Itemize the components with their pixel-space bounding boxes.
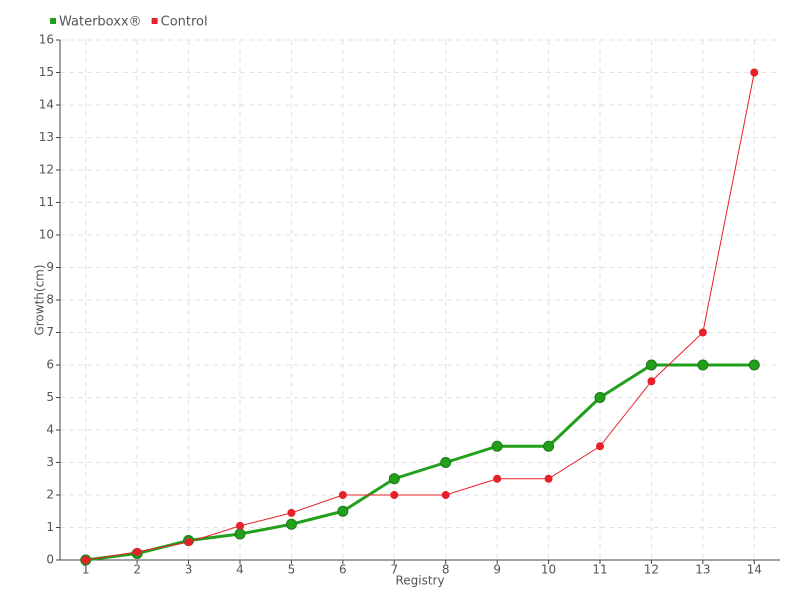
x-tick-label: 3 (185, 563, 193, 577)
x-tick-label: 1 (82, 563, 90, 577)
data-point (596, 442, 604, 451)
x-tick-label: 9 (493, 563, 501, 577)
y-tick-label: 5 (46, 390, 54, 404)
data-point (236, 521, 244, 530)
data-point (698, 328, 707, 337)
y-tick-label: 3 (46, 455, 54, 469)
data-point (441, 491, 450, 499)
y-tick-label: 7 (46, 325, 54, 339)
legend-label: Waterboxx® (59, 15, 142, 30)
y-tick-label: 2 (46, 488, 54, 502)
x-tick-label: 4 (236, 563, 244, 577)
x-tick-label: 12 (644, 563, 659, 577)
y-tick-label: 6 (46, 358, 54, 372)
x-axis-label: Registry (395, 574, 444, 588)
y-tick-label: 10 (39, 228, 54, 242)
y-tick-label: 12 (39, 163, 54, 177)
data-point (544, 474, 553, 483)
data-point (440, 457, 452, 468)
y-tick-label: 15 (39, 65, 54, 79)
data-point (750, 68, 759, 77)
data-point (388, 473, 400, 485)
y-tick-label: 14 (39, 98, 54, 112)
y-tick-label: 4 (46, 423, 54, 437)
y-tick-label: 1 (46, 520, 54, 534)
x-tick-label: 10 (541, 563, 556, 577)
data-point (287, 508, 296, 517)
y-tick-label: 11 (39, 195, 54, 209)
x-tick-label: 5 (288, 563, 296, 577)
y-tick-label: 9 (46, 260, 54, 274)
data-point (645, 359, 657, 371)
legend-label: Control (161, 15, 208, 30)
series-line (85, 72, 755, 561)
x-tick-label: 6 (339, 563, 347, 577)
y-tick-label: 13 (39, 130, 54, 144)
data-point (594, 392, 606, 403)
y-tick-label: 0 (46, 553, 54, 567)
y-tick-label: 16 (39, 33, 54, 47)
data-point (493, 474, 502, 483)
legend-swatch (50, 18, 56, 24)
data-point (285, 518, 297, 530)
data-point (133, 547, 142, 556)
data-point (337, 505, 349, 517)
x-tick-label: 2 (133, 563, 141, 577)
data-point (543, 440, 555, 452)
data-point (81, 556, 90, 564)
data-point (338, 491, 347, 499)
x-tick-label: 8 (442, 563, 450, 577)
x-tick-label: 11 (592, 563, 607, 577)
data-point (748, 359, 760, 371)
x-tick-label: 7 (390, 563, 398, 577)
data-point (390, 491, 399, 499)
data-point (697, 359, 709, 371)
legend-swatch (151, 18, 158, 24)
y-tick-label: 8 (46, 293, 54, 307)
x-tick-label: 14 (747, 563, 762, 577)
y-axis-label: Growth(cm) (33, 264, 47, 335)
data-point (184, 538, 193, 547)
x-tick-label: 13 (695, 563, 710, 577)
data-point (647, 377, 656, 386)
data-point (234, 528, 246, 540)
data-point (491, 440, 503, 452)
